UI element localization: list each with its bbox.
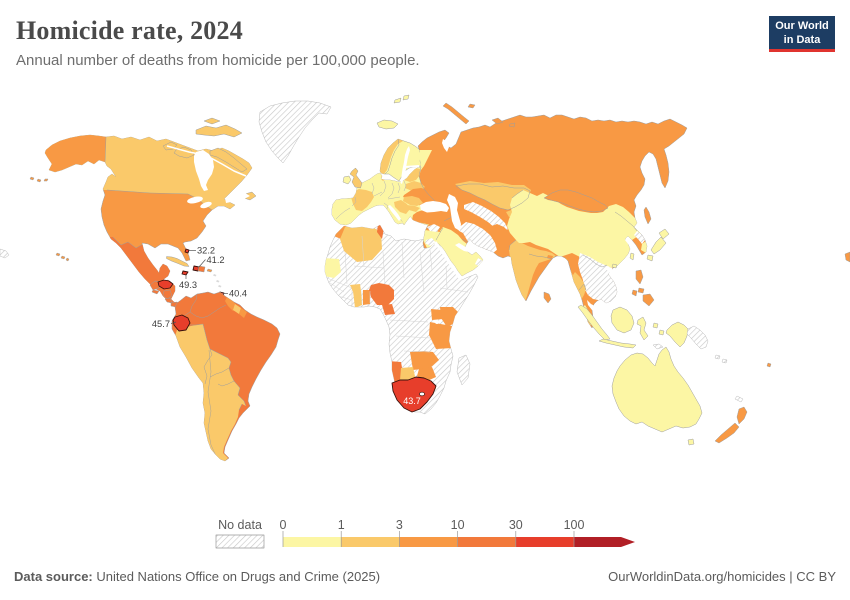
svg-text:10: 10	[451, 518, 465, 532]
svg-text:100: 100	[564, 518, 585, 532]
svg-text:41.2: 41.2	[207, 255, 225, 265]
svg-text:1: 1	[338, 518, 345, 532]
svg-text:40.4: 40.4	[229, 289, 247, 299]
svg-text:32.2: 32.2	[197, 246, 215, 256]
svg-text:No data: No data	[218, 518, 262, 532]
svg-text:0: 0	[280, 518, 287, 532]
svg-text:45.7: 45.7	[152, 319, 170, 329]
svg-text:49.3: 49.3	[179, 280, 197, 290]
svg-text:43.7: 43.7	[403, 396, 421, 406]
svg-text:3: 3	[396, 518, 403, 532]
svg-text:30: 30	[509, 518, 523, 532]
